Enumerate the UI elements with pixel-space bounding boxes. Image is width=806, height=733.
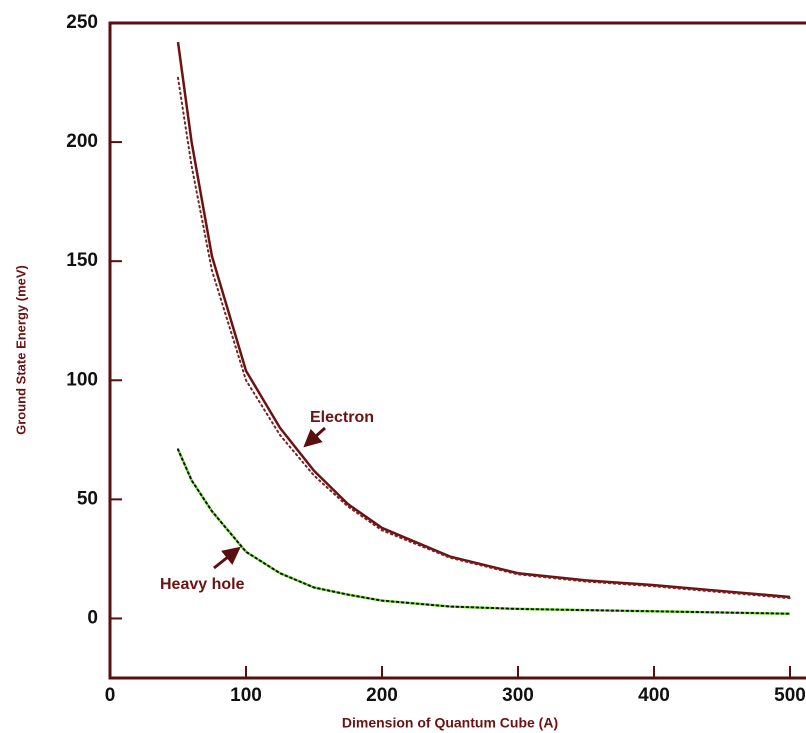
x-tick-label: 100 [230, 685, 262, 706]
x-tick-label: 400 [638, 685, 670, 706]
x-tick-label: 0 [105, 685, 116, 706]
annotation-arrow [303, 426, 327, 448]
annotation-arrow [213, 546, 241, 570]
x-tick-label: 300 [502, 685, 534, 706]
series-line [177, 448, 791, 615]
y-tick-label: 250 [66, 12, 98, 33]
y-tick-label: 100 [66, 369, 98, 390]
y-tick-label: 200 [66, 131, 98, 152]
series-line [177, 76, 791, 600]
x-tick-label: 200 [366, 685, 398, 706]
y-tick-label: 0 [87, 607, 98, 628]
y-axis-title: Ground State Energy (meV) [13, 265, 28, 435]
y-tick-label: 150 [66, 250, 98, 271]
annotation: Heavy hole [160, 576, 245, 593]
series-line [176, 41, 791, 599]
plot-frame [108, 21, 806, 680]
annotation: Electron [310, 409, 374, 426]
x-axis-title: Dimension of Quantum Cube (A) [342, 715, 558, 731]
x-tick-label: 500 [774, 685, 806, 706]
y-tick-label: 50 [77, 488, 98, 509]
